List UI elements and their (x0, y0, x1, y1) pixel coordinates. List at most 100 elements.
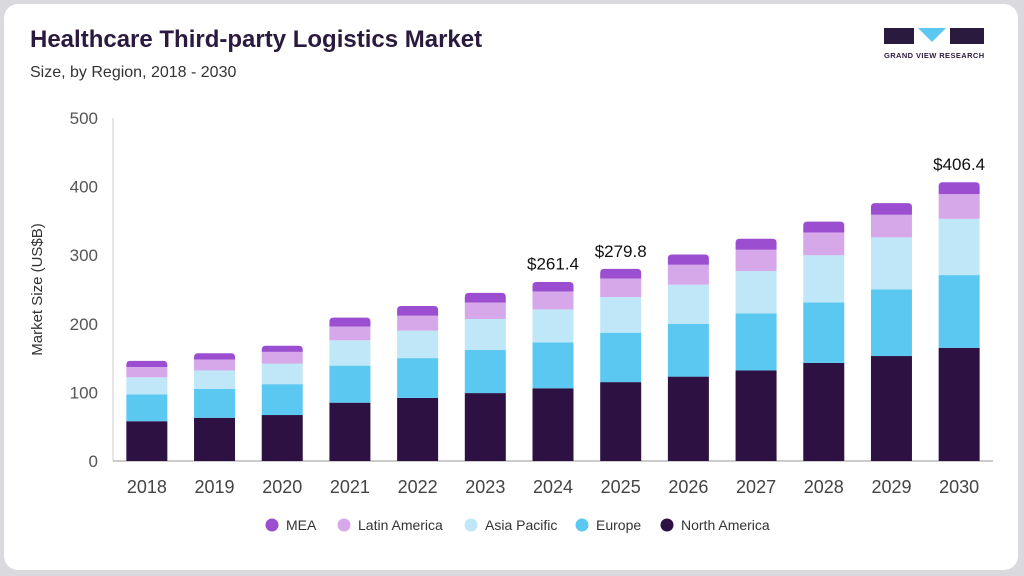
chart-title: Healthcare Third-party Logistics Market (30, 26, 483, 53)
legend-marker (337, 518, 351, 532)
bar-segment (600, 332, 642, 383)
bar-segment (532, 291, 574, 310)
chart-subtitle: Size, by Region, 2018 - 2030 (30, 64, 237, 81)
y-tick-label: 100 (70, 383, 98, 402)
bar-segment (329, 340, 371, 366)
bar-segment (194, 417, 236, 461)
bar-segment (870, 237, 912, 290)
data-label: $406.4 (933, 155, 985, 174)
bar-segment (870, 214, 912, 238)
legend-label: Latin America (358, 517, 443, 533)
y-tick-label: 0 (89, 452, 98, 471)
legend-marker (265, 518, 279, 532)
bar-segment (126, 367, 168, 378)
bar-segment (194, 353, 236, 360)
bar-segment (938, 347, 980, 461)
bar-segment (464, 318, 506, 350)
x-tick-label: 2023 (465, 477, 505, 497)
x-tick-label: 2029 (871, 477, 911, 497)
bar-segment (397, 305, 439, 316)
x-tick-label: 2019 (195, 477, 235, 497)
bar-segment (329, 326, 371, 341)
bar-segment (938, 275, 980, 348)
bar-segment (735, 238, 777, 250)
bar-segment (667, 264, 709, 285)
x-tick-label: 2022 (398, 477, 438, 497)
bar-segment (735, 313, 777, 371)
bar-segment (803, 221, 845, 233)
bar-segment (532, 342, 574, 389)
bar-segment (870, 203, 912, 215)
bar-segment (464, 292, 506, 303)
bar-segment (397, 397, 439, 461)
legend-label: Europe (596, 517, 641, 533)
x-tick-label: 2030 (939, 477, 979, 497)
bar-segment (803, 302, 845, 363)
bar-segment (329, 402, 371, 461)
bar-segment (261, 363, 303, 385)
bar-segment (397, 315, 439, 331)
legend-label: Asia Pacific (485, 517, 557, 533)
x-tick-label: 2021 (330, 477, 370, 497)
bar-segment (667, 323, 709, 377)
x-tick-label: 2026 (668, 477, 708, 497)
bar-segment (126, 377, 168, 395)
bar-segment (532, 388, 574, 461)
bar-segment (261, 351, 303, 364)
bar-segment (600, 297, 642, 333)
bar-segment (735, 270, 777, 314)
x-tick-label: 2018 (127, 477, 167, 497)
data-label: $279.8 (595, 242, 647, 261)
bar-segment (600, 382, 642, 461)
bar-segment (532, 281, 574, 292)
y-tick-label: 300 (70, 246, 98, 265)
bar-segment (938, 182, 980, 195)
bar-segment (803, 232, 845, 256)
legend-marker (660, 518, 674, 532)
bar-segment (667, 254, 709, 265)
bar-segment (397, 330, 439, 359)
legend-label: North America (681, 517, 770, 533)
x-tick-label: 2024 (533, 477, 573, 497)
bar-segment (261, 345, 303, 352)
bar-segment (938, 218, 980, 276)
x-tick-label: 2020 (262, 477, 302, 497)
bar-segment (464, 393, 506, 461)
bar-segment (870, 356, 912, 461)
y-tick-label: 400 (70, 178, 98, 197)
x-tick-label: 2027 (736, 477, 776, 497)
bar-segment (938, 194, 980, 219)
x-tick-label: 2028 (804, 477, 844, 497)
bar-segment (126, 394, 168, 422)
bar-segment (329, 365, 371, 403)
y-tick-label: 500 (70, 109, 98, 128)
chart-card (4, 4, 1018, 570)
legend-label: MEA (286, 517, 317, 533)
bar-segment (667, 284, 709, 324)
bar-segment (464, 302, 506, 319)
bar-segment (126, 421, 168, 461)
bar-segment (803, 362, 845, 461)
data-label: $261.4 (527, 255, 579, 274)
bar-segment (600, 278, 642, 298)
bar-segment (803, 255, 845, 303)
bar-segment (261, 384, 303, 416)
bar-segment (600, 268, 642, 279)
bar-segment (735, 370, 777, 461)
bar-segment (397, 358, 439, 398)
bar-segment (464, 349, 506, 394)
bar-segment (194, 388, 236, 418)
bar-segment (194, 370, 236, 389)
bar-segment (870, 289, 912, 357)
bar-segment (667, 376, 709, 461)
legend-marker (464, 518, 478, 532)
logo-text: GRAND VIEW RESEARCH (884, 51, 985, 60)
grand-view-research-logo-icon (884, 28, 984, 44)
y-axis-label: Market Size (US$B) (29, 223, 46, 356)
bar-segment (735, 249, 777, 271)
y-tick-label: 200 (70, 315, 98, 334)
bar-segment (194, 359, 236, 371)
bar-segment (126, 360, 168, 368)
bar-segment (532, 309, 574, 343)
